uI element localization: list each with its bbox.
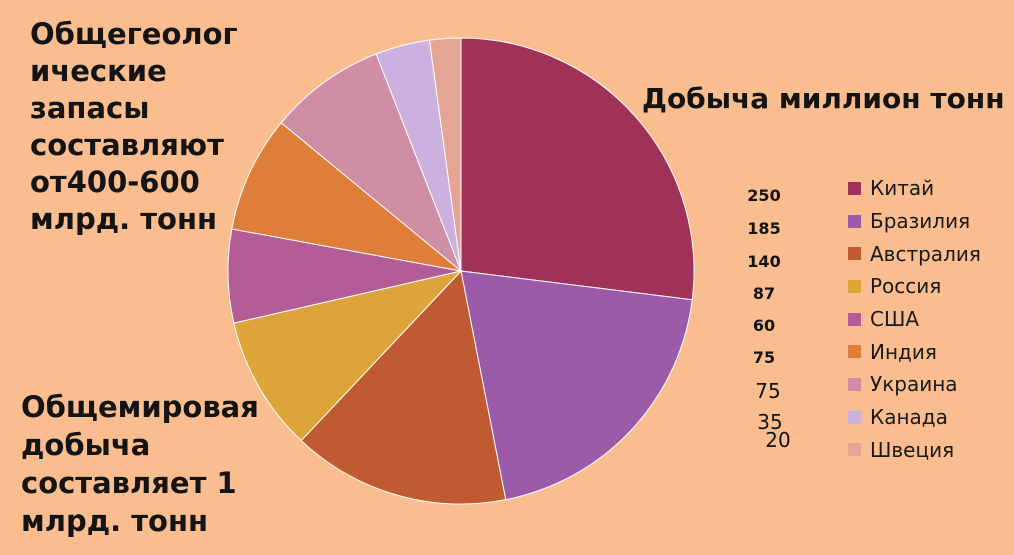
legend-label: Австралия	[870, 241, 981, 266]
legend-swatch	[848, 181, 861, 195]
legend-swatch	[848, 279, 861, 293]
pie-slice-australia	[300, 269, 507, 505]
legend-label: США	[870, 307, 920, 332]
legend-label: Швеция	[870, 437, 955, 462]
reserves-line: составляют	[30, 128, 224, 162]
pie-slice-china	[460, 37, 695, 301]
legend-item-usa: США	[848, 303, 981, 336]
legend-item-russia: Россия	[848, 270, 981, 303]
legend-swatch	[848, 410, 861, 424]
world-production-text: Общемировая добыча составляет 1 млрд. то…	[21, 388, 259, 540]
pie-slice-ukraine	[280, 53, 463, 273]
legend-swatch	[848, 443, 861, 457]
legend-item-sweden: Швеция	[848, 434, 981, 467]
value-label-australia: 140	[747, 252, 781, 271]
legend-swatch	[848, 214, 861, 228]
production-line: добыча	[21, 428, 151, 462]
reserves-line: Общегеолог	[30, 17, 238, 51]
legend-item-china: Китай	[848, 172, 981, 205]
legend-item-india: Индия	[848, 335, 981, 368]
legend-swatch	[848, 377, 861, 391]
legend-swatch	[848, 345, 861, 359]
value-label-ukraine: 75	[755, 379, 781, 403]
production-line: составляет 1	[21, 466, 237, 500]
legend-label: Россия	[870, 274, 942, 299]
legend-label: Индия	[870, 339, 937, 364]
reserves-text: Общегеолог ические запасы составляют от4…	[30, 16, 260, 238]
value-label-china: 250	[747, 186, 781, 205]
value-label-canada: 35	[757, 410, 783, 434]
value-label-india: 75	[752, 348, 776, 367]
chart-title: Добыча миллион тонн	[642, 82, 1005, 115]
legend-label: Украина	[870, 372, 958, 397]
legend-item-australia: Австралия	[848, 237, 981, 270]
legend: Китай Бразилия Австралия Россия США Инди…	[848, 172, 981, 466]
legend-item-canada: Канада	[848, 401, 981, 434]
reserves-line: млрд. тонн	[30, 202, 218, 236]
pie-slice-russia	[233, 270, 463, 442]
legend-label: Бразилия	[870, 209, 971, 234]
legend-item-ukraine: Украина	[848, 368, 981, 401]
value-label-brazil: 185	[747, 219, 781, 238]
reserves-line: от400-600	[30, 165, 200, 199]
production-line: Общемировая	[21, 390, 259, 424]
legend-label: Китай	[870, 176, 935, 201]
reserves-line: запасы	[30, 91, 150, 125]
legend-label: Канада	[870, 405, 948, 430]
legend-swatch	[848, 312, 861, 326]
value-label-russia: 87	[752, 284, 776, 303]
value-label-sweden: 20	[765, 428, 791, 452]
pie-slice-india	[231, 122, 463, 272]
pie-slice-brazil	[460, 270, 693, 501]
production-line: млрд. тонн	[21, 504, 209, 538]
legend-item-brazil: Бразилия	[848, 205, 981, 238]
pie-slice-sweden	[428, 37, 462, 272]
value-label-usa: 60	[752, 316, 776, 335]
reserves-line: ические	[30, 54, 167, 88]
legend-swatch	[848, 247, 861, 261]
